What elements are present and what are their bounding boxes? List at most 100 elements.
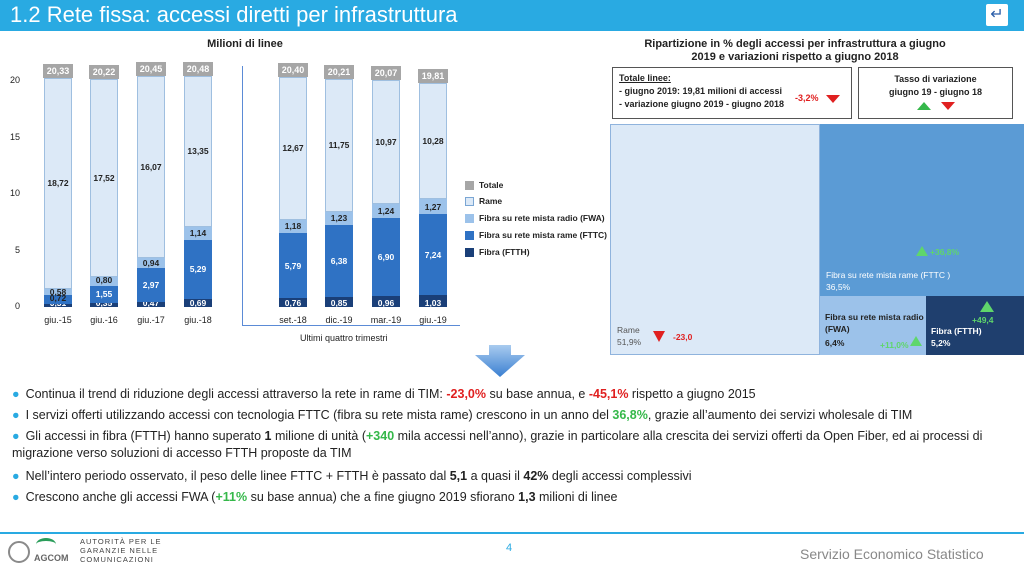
bar-segment xyxy=(372,204,400,219)
treemap-cell-ftth: +49,4 Fibra (FTTH) 5,2% xyxy=(926,296,1024,355)
return-arrow-icon[interactable]: ↵ xyxy=(986,4,1008,26)
bar-value-label: 16,07 xyxy=(140,161,162,172)
bar-segment xyxy=(90,78,118,277)
treemap-share-ftth: 5,2% xyxy=(931,338,951,348)
bar-segment xyxy=(184,75,212,227)
treemap-label-rame: Rame xyxy=(617,325,640,335)
legend-swatch-ftth xyxy=(465,248,474,257)
bar-segment xyxy=(325,225,353,298)
bar-value-label: 18,72 xyxy=(47,178,69,189)
stacked-bar-chart: 051015200,310,720,5818,7220,33giu.-150,3… xyxy=(0,0,600,360)
bar-segment xyxy=(419,213,447,296)
bar-segment xyxy=(325,211,353,226)
bar-value-label: 0,94 xyxy=(142,257,160,268)
bar-segment xyxy=(44,77,72,289)
x-tick-label: dic.-19 xyxy=(325,315,353,325)
bar-segment xyxy=(137,268,165,302)
bar-value-label: 13,35 xyxy=(187,146,209,157)
treemap-change-ftth: +49,4 xyxy=(972,315,994,325)
bar-value-label: 0,85 xyxy=(330,298,348,308)
chart-divider xyxy=(242,66,243,325)
legend-label-ftth: Fibra (FTTH) xyxy=(479,247,530,257)
bar-segment xyxy=(137,301,165,307)
bullet-2: ● I servizi offerti utilizzando accessi c… xyxy=(12,408,913,422)
treemap-cell-rame: Rame 51,9% -23,0 xyxy=(610,124,820,355)
treemap-share-fwa: 6,4% xyxy=(825,338,845,348)
x-tick-label: giu.-16 xyxy=(90,315,118,325)
x-tick-label: set.-18 xyxy=(279,315,307,325)
agcom-emblem-icon xyxy=(8,541,30,563)
bar-value-label: 10,28 xyxy=(422,136,444,147)
bar-segment xyxy=(325,297,353,307)
up-arrow-icon xyxy=(917,102,931,110)
bar-total-label: 19,81 xyxy=(418,69,448,84)
bar-value-label: 5,79 xyxy=(284,260,302,271)
header-bar: 1.2 Rete fissa: accessi diretti per infr… xyxy=(0,0,1024,31)
bar-value-label: 1,03 xyxy=(424,298,442,308)
bar-segment xyxy=(372,218,400,297)
agcom-swoosh-icon xyxy=(36,538,56,551)
legend-swatch-fttc xyxy=(465,231,474,240)
bar-value-label: 1,27 xyxy=(424,201,442,212)
treemap-share-fttc: 36,5% xyxy=(826,282,851,292)
bar-value-label: 0,58 xyxy=(49,286,67,297)
bar-total-label: 20,48 xyxy=(183,61,213,76)
bar-segment xyxy=(279,233,307,299)
y-tick-label: 10 xyxy=(9,188,20,199)
bar-value-label: 0,96 xyxy=(377,298,395,308)
bar-segment xyxy=(372,296,400,307)
legend-swatch-totale xyxy=(465,181,474,190)
bar-value-label: 1,24 xyxy=(377,206,395,217)
x-tick-label: mar.-19 xyxy=(370,315,402,325)
legend-label-totale: Totale xyxy=(479,180,504,190)
footer-service-name: Servizio Economico Statistico xyxy=(800,546,984,562)
bullet-5: ● Crescono anche gli accessi FWA (+11% su… xyxy=(12,490,618,504)
bar-value-label: 11,75 xyxy=(328,140,350,151)
bar-segment xyxy=(184,299,212,307)
page-number: 4 xyxy=(506,542,513,554)
treemap-label-fwa-line1: Fibra su rete mista radio xyxy=(825,312,924,322)
bar-segment xyxy=(184,226,212,240)
agcom-name: AUTORITÀ PER LE GARANZIE NELLE COMUNICAZ… xyxy=(80,537,162,564)
bar-segment xyxy=(419,295,447,307)
treemap-change-rame: -23,0 xyxy=(673,332,693,342)
y-tick-label: 0 xyxy=(14,301,20,311)
legend-swatch-fwa xyxy=(465,214,474,223)
y-tick-label: 20 xyxy=(9,75,20,86)
rate-legend-line2: giugno 19 - giugno 18 xyxy=(889,87,982,97)
bar-segment xyxy=(90,303,118,307)
bullet-1: ● Continua il trend di riduzione degli ac… xyxy=(12,387,756,401)
bar-value-label: 7,24 xyxy=(424,249,442,260)
bar-total-label: 20,33 xyxy=(43,63,73,78)
group-label: Ultimi quattro trimestri xyxy=(300,333,388,343)
down-arrow-icon xyxy=(941,102,955,110)
agcom-abbr: AGCOM xyxy=(34,553,69,563)
treemap-change-fwa: +11,0% xyxy=(880,340,909,350)
bar-value-label: 5,29 xyxy=(189,264,207,275)
bar-value-label: 10,97 xyxy=(375,137,397,148)
y-tick-label: 5 xyxy=(14,244,20,255)
totals-box: Totale linee: - giugno 2019: 19,81 milio… xyxy=(612,67,852,119)
bar-segment xyxy=(44,295,72,304)
bullet-3: ● Gli accessi in fibra (FTTH) hanno super… xyxy=(12,429,983,460)
bar-value-label: 1,55 xyxy=(95,289,113,300)
bar-segment xyxy=(44,303,72,307)
bar-segment xyxy=(137,257,165,269)
bar-segment xyxy=(279,298,307,307)
legend-label-fwa: Fibra su rete mista radio (FWA) xyxy=(479,213,605,223)
chart-legend: Totale Rame Fibra su rete mista radio (F… xyxy=(465,180,615,270)
bar-total-label: 20,22 xyxy=(89,64,119,79)
legend-label-rame: Rame xyxy=(479,196,503,206)
rate-legend-box: Tasso di variazione giugno 19 - giugno 1… xyxy=(858,67,1013,119)
x-tick-label: giu.-18 xyxy=(184,315,212,325)
bar-value-label: 0,69 xyxy=(189,298,207,308)
up-arrow-icon xyxy=(980,301,994,312)
treemap-cell-fwa: Fibra su rete mista radio (FWA) 6,4% +11… xyxy=(820,296,926,355)
left-chart-title: Milioni di linee xyxy=(207,38,283,50)
bar-segment xyxy=(419,83,447,200)
bar-total-label: 20,21 xyxy=(324,64,354,79)
totals-box-line2: - variazione giugno 2019 - giugno 2018 xyxy=(619,99,785,109)
treemap-change-fttc: +36,8% xyxy=(930,247,960,257)
right-chart-title-line2: 2019 e variazioni rispetto a giugno 2018 xyxy=(691,51,899,63)
bar-value-label: 1,18 xyxy=(284,221,302,232)
